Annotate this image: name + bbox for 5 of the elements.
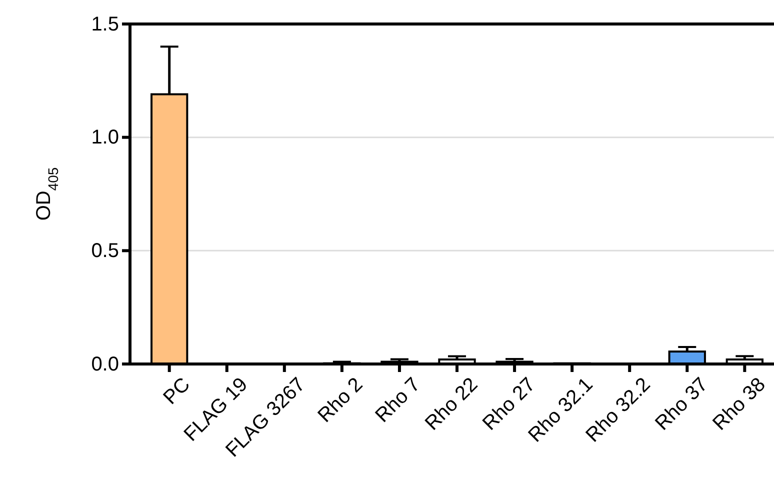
y-tick-label: 1.5 <box>91 13 119 36</box>
y-tick-label: 1.0 <box>91 126 119 149</box>
y-tick-label: 0.5 <box>91 240 119 262</box>
x-tick-label: Rho 2 <box>314 374 368 427</box>
y-tick-label: 0.0 <box>91 353 119 376</box>
